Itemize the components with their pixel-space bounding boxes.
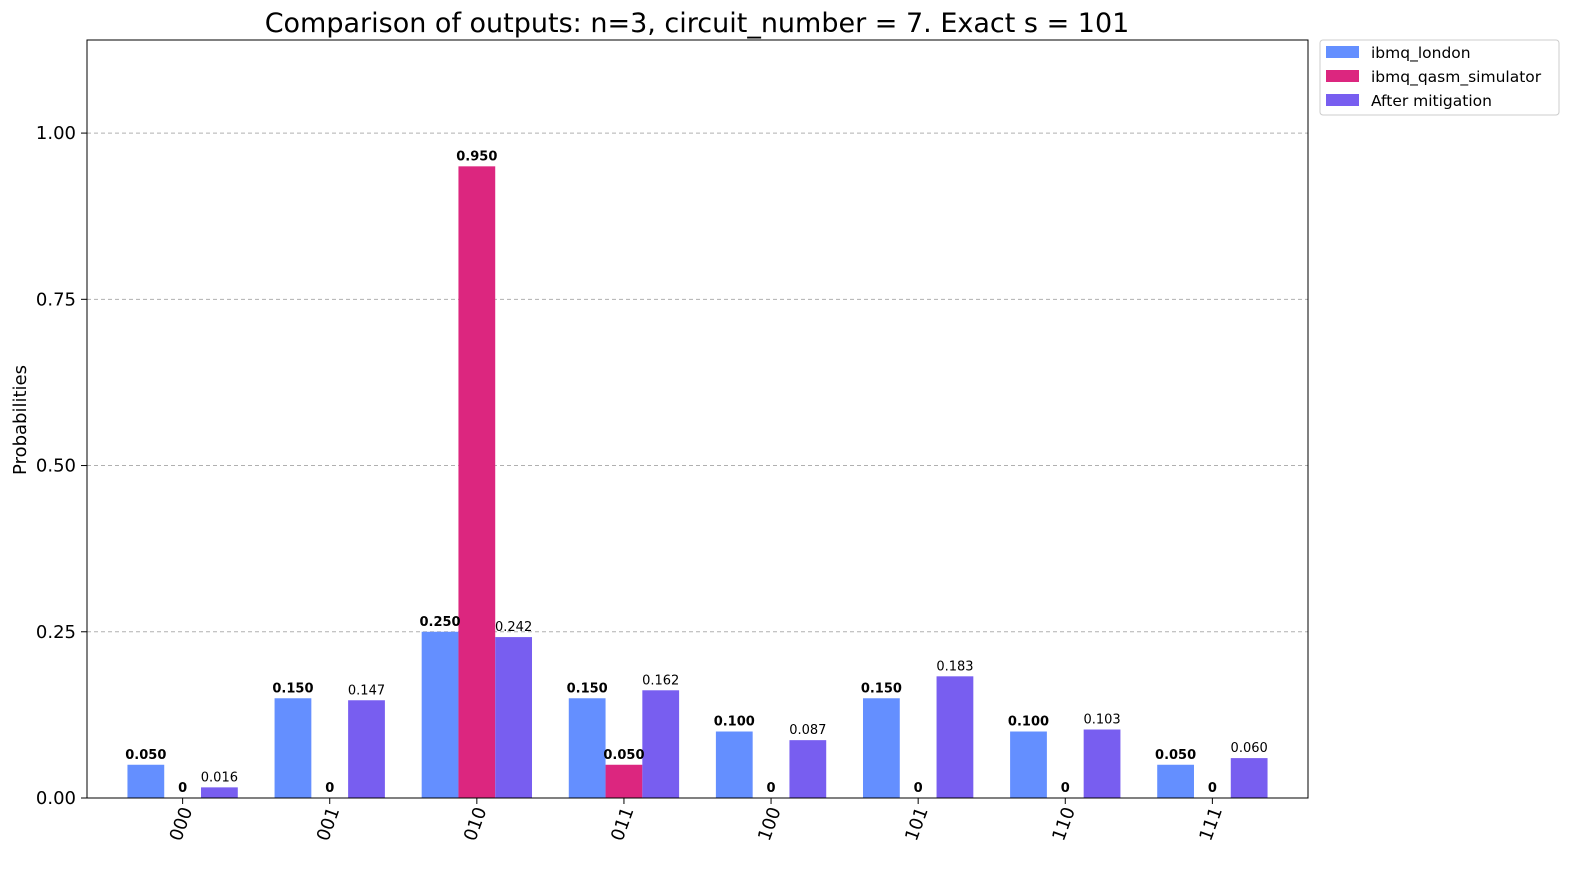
y-tick-label: 0.75 [36, 289, 76, 310]
bar-value-label: 0 [178, 781, 187, 796]
bar [862, 698, 900, 798]
bar [127, 764, 165, 798]
bar-value-label: 0 [325, 781, 334, 796]
plot-area-frame [86, 39, 1309, 799]
bar-value-label: 0.183 [936, 659, 973, 674]
bar-value-label: 0.103 [1083, 713, 1120, 728]
bar-value-label: 0.100 [1008, 715, 1049, 730]
legend-swatch [1326, 94, 1359, 106]
bar-value-label: 0.050 [1155, 748, 1196, 763]
bar-value-label: 0.147 [348, 683, 385, 698]
y-tick-label: 0.25 [36, 622, 76, 643]
x-tick-label: 110 [1048, 804, 1079, 843]
legend-label: ibmq_london [1371, 44, 1471, 63]
chart-title: Comparison of outputs: n=3, circuit_numb… [265, 8, 1130, 39]
bar [605, 764, 643, 798]
y-tick-label: 0.50 [36, 456, 76, 477]
bar-value-label: 0.100 [714, 715, 755, 730]
bar [789, 740, 827, 798]
bar [1010, 731, 1047, 798]
bar [715, 731, 753, 798]
legend-swatch [1326, 70, 1359, 82]
bar-value-label: 0 [1208, 781, 1217, 796]
x-tick-label: 101 [901, 804, 932, 843]
x-axis-ticks: 000 001 010 011 100 101 110 111 [166, 798, 1227, 844]
x-tick-label: 100 [754, 804, 785, 843]
legend: ibmq_london ibmq_qasm_simulator After miti… [1319, 39, 1560, 116]
bar-value-label: 0.162 [642, 673, 679, 688]
bar [274, 698, 312, 798]
legend-label: After mitigation [1371, 92, 1492, 110]
bar-value-labels: 0.050 0 0.016 0.150 0 0.147 0.250 0.950 0.242 0.1… [125, 149, 1267, 796]
grid-lines [87, 132, 1308, 633]
bar-value-label: 0.950 [456, 149, 497, 164]
bar-value-label: 0.087 [789, 723, 826, 738]
legend-label: ibmq_qasm_simulator [1371, 68, 1542, 87]
x-tick-label: 011 [607, 804, 638, 843]
y-axis-ticks: 0.00 0.25 0.50 0.75 1.00 [36, 123, 87, 809]
bar-value-label: 0.016 [201, 770, 238, 785]
y-axis-label: Probabilities [10, 365, 31, 475]
y-tick-label: 0.00 [36, 788, 76, 809]
bar [495, 637, 533, 798]
bar-value-label: 0 [1061, 781, 1070, 796]
bar-value-label: 0 [767, 781, 776, 796]
bar [1157, 764, 1194, 798]
bar-value-label: 0.050 [603, 748, 644, 763]
bar [568, 698, 606, 798]
bar [1083, 729, 1121, 798]
bar-value-label: 0.150 [567, 681, 608, 696]
bar-value-label: 0.242 [495, 620, 532, 635]
bar-value-label: 0.050 [125, 748, 166, 763]
bar [936, 676, 974, 798]
legend-swatch [1326, 46, 1359, 58]
x-tick-label: 001 [313, 804, 344, 843]
bar [201, 787, 238, 798]
bar [458, 166, 496, 799]
bar-value-label: 0.150 [861, 681, 902, 696]
bar-value-label: 0.250 [419, 615, 460, 630]
bar-value-label: 0.060 [1231, 741, 1268, 756]
legend-frame [1319, 39, 1560, 116]
x-tick-label: 111 [1195, 804, 1226, 843]
bar [1230, 758, 1268, 798]
bar-value-label: 0 [914, 781, 923, 796]
bars [127, 166, 1268, 799]
bar-value-label: 0.150 [272, 681, 313, 696]
bar [421, 631, 459, 798]
bar [348, 700, 385, 798]
y-tick-label: 1.00 [36, 123, 76, 144]
x-tick-label: 010 [460, 804, 491, 843]
x-tick-label: 000 [166, 804, 197, 843]
bar [642, 690, 680, 798]
